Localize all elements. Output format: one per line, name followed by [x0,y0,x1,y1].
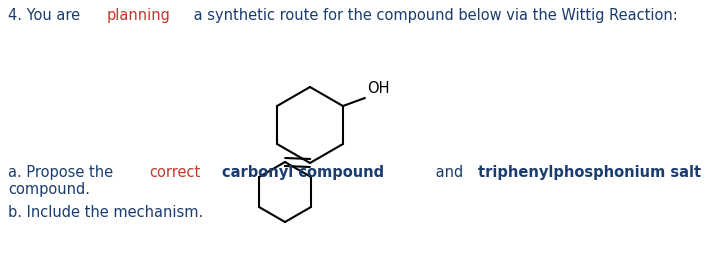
Text: b. Include the mechanism.: b. Include the mechanism. [8,205,203,220]
Text: triphenylphosphonium salt: triphenylphosphonium salt [478,165,701,180]
Text: compound.: compound. [8,182,90,197]
Text: OH: OH [367,81,389,96]
Text: correct: correct [150,165,201,180]
Text: a. Propose the: a. Propose the [8,165,117,180]
Text: 4. You are: 4. You are [8,8,85,23]
Text: a synthetic route for the compound below via the Wittig Reaction:: a synthetic route for the compound below… [189,8,679,23]
Text: and: and [431,165,468,180]
Text: planning: planning [107,8,171,23]
Text: carbonyl compound: carbonyl compound [221,165,384,180]
